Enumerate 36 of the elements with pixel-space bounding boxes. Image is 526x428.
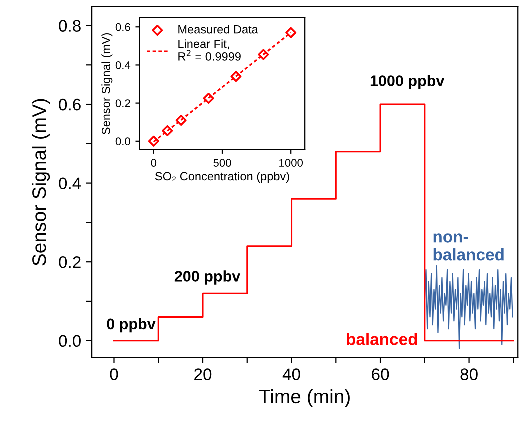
- legend-label: Measured Data: [178, 25, 258, 34]
- y-axis-title: Sensor Signal (mV): [32, 99, 50, 266]
- point: [162, 125, 174, 136]
- y-axis-title: Sensor Signal (mV): [102, 33, 113, 135]
- x-tick-label: 0: [151, 159, 157, 167]
- series-label: balanced: [347, 333, 418, 346]
- point: [258, 49, 270, 60]
- point: [176, 114, 187, 126]
- line-series: [424, 265, 514, 350]
- x-tick-label: 20: [194, 368, 212, 380]
- y-tick-label: 0.0: [59, 335, 81, 348]
- y-tick-label: 0.6: [59, 98, 81, 111]
- y-tick-label: 0.6: [116, 23, 130, 32]
- x-tick-label: 500: [214, 159, 232, 167]
- x-tick-label: 40: [282, 368, 300, 380]
- x-tick-label: 60: [372, 368, 390, 380]
- point: [203, 93, 214, 104]
- x-axis-title: Time (min): [259, 389, 350, 408]
- legend-label: Linear Fit, R$^{2}$ = 0.9999: [178, 40, 241, 61]
- annotation: 1000 ppbv: [370, 75, 445, 90]
- y-tick-label: 0.0: [116, 138, 130, 146]
- x-axis-title: SO₂ Concentration (ppbv): [155, 172, 290, 183]
- point: [148, 136, 160, 147]
- annotation: 200 ppbv: [174, 270, 241, 285]
- x-tick-label: 80: [460, 368, 478, 380]
- y-tick-label: 0.8: [59, 20, 81, 32]
- y-tick-label: 0.4: [59, 178, 82, 190]
- y-tick-label: 0.4: [116, 61, 131, 70]
- y-tick-label: 0.2: [116, 100, 130, 108]
- annotation: 0 ppbv: [107, 318, 156, 333]
- series-label: non- balanced: [434, 234, 504, 261]
- point: [230, 71, 242, 82]
- x-tick-label: 1000: [280, 159, 304, 167]
- point: [286, 27, 297, 38]
- x-tick-label: 0: [110, 368, 118, 380]
- y-tick-label: 0.2: [59, 256, 81, 268]
